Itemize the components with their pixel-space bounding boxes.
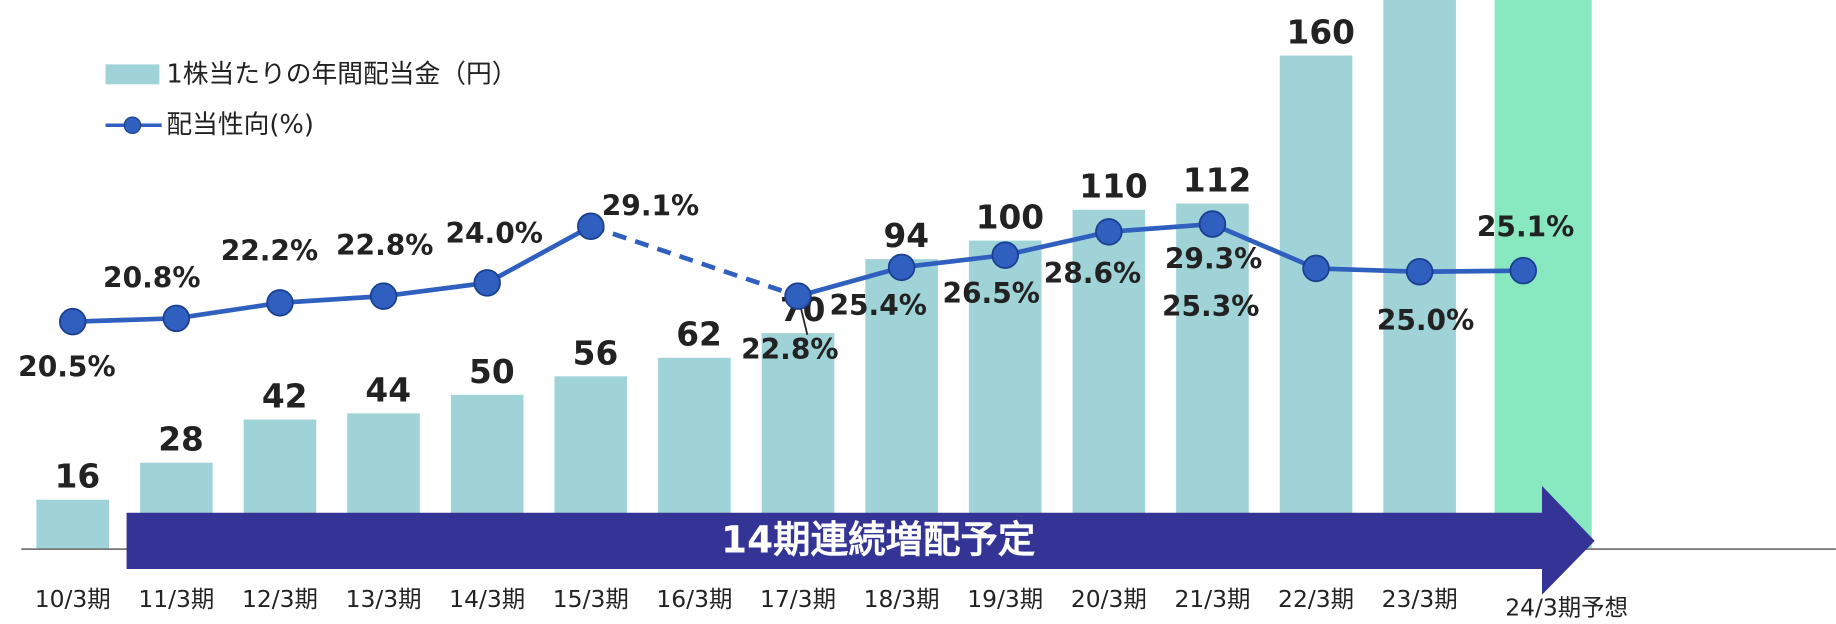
payout-point [784, 282, 812, 310]
x-tick-label: 11/3期 [138, 585, 214, 613]
payout-label: 29.1% [602, 190, 699, 223]
x-tick-label: 17/3期 [760, 585, 836, 613]
x-tick-label: 14/3期 [449, 585, 525, 613]
bar [36, 499, 110, 550]
bar-label: 160 [1287, 13, 1355, 51]
bar-label: 28 [158, 421, 204, 459]
bar-label: 16 [55, 458, 101, 496]
payout-label: 25.1% [1477, 211, 1574, 244]
x-tick-label: 19/3期 [967, 585, 1043, 613]
x-tick-label: 23/3期 [1382, 585, 1458, 613]
x-tick-label: 21/3期 [1174, 585, 1250, 613]
payout-label: 25.4% [829, 289, 926, 322]
payout-point [473, 269, 501, 297]
x-tick-label: 10/3期 [35, 585, 111, 613]
payout-point [577, 212, 605, 241]
payout-label: 28.6% [1044, 257, 1141, 290]
x-tick-label: 13/3期 [346, 585, 422, 613]
payout-label: 22.8% [336, 229, 433, 262]
bar-label: 42 [262, 377, 308, 415]
bar-label: 100 [976, 199, 1044, 237]
payout-point [991, 241, 1019, 269]
bar [1279, 55, 1353, 550]
bar-label: 62 [676, 316, 722, 354]
payout-point [266, 289, 294, 317]
payout-label: 25.3% [1162, 290, 1259, 323]
legend-swatch-marker [123, 116, 142, 135]
payout-line [72, 224, 592, 325]
x-tick-label: 12/3期 [242, 585, 318, 613]
x-tick-label: 22/3期 [1278, 585, 1354, 613]
x-tick-label: 20/3期 [1071, 585, 1147, 613]
payout-point [1198, 210, 1227, 238]
bar-label: 56 [573, 334, 619, 372]
bar-label: 94 [883, 217, 929, 255]
payout-label: 29.3% [1165, 242, 1262, 275]
payout-label: 26.5% [942, 277, 1039, 310]
x-tick-label: 16/3期 [656, 585, 732, 613]
bar [1494, 0, 1592, 550]
legend-line: 配当性向(%) [166, 110, 314, 140]
payout-point [58, 307, 87, 336]
payout-line [797, 221, 1524, 299]
payout-point [369, 282, 398, 310]
payout-point [1302, 254, 1330, 283]
arrow-label: 14期連続増配予定 [721, 518, 1036, 562]
bar-label: 50 [469, 353, 515, 391]
payout-label: 24.0% [445, 217, 542, 250]
payout-point [1095, 218, 1123, 246]
payout-point [887, 253, 916, 282]
payout-point [162, 304, 191, 333]
legend-bar: 1株当たりの年間配当金（円） [166, 59, 517, 89]
bar [865, 259, 938, 550]
payout-gap [590, 224, 799, 299]
payout-label: 22.8% [741, 333, 838, 366]
payout-point [1405, 258, 1434, 286]
bar-label: 110 [1079, 168, 1147, 206]
payout-point [1509, 256, 1538, 285]
payout-label: 22.2% [221, 234, 318, 267]
bar [968, 240, 1042, 550]
growth-arrow [126, 485, 1595, 595]
payout-label: 20.8% [103, 262, 200, 295]
payout-label: 20.5% [18, 351, 115, 384]
bar-label: 44 [365, 371, 411, 409]
payout-label: 25.0% [1377, 304, 1474, 337]
x-tick-label: 18/3期 [864, 585, 940, 613]
bar-label: 112 [1183, 162, 1251, 200]
x-tick-label: 15/3期 [553, 585, 629, 613]
bar [1072, 209, 1146, 550]
bar [1176, 203, 1249, 550]
legend-swatch-bar [105, 64, 160, 85]
x-tick-label: 24/3期予想 [1505, 593, 1628, 621]
